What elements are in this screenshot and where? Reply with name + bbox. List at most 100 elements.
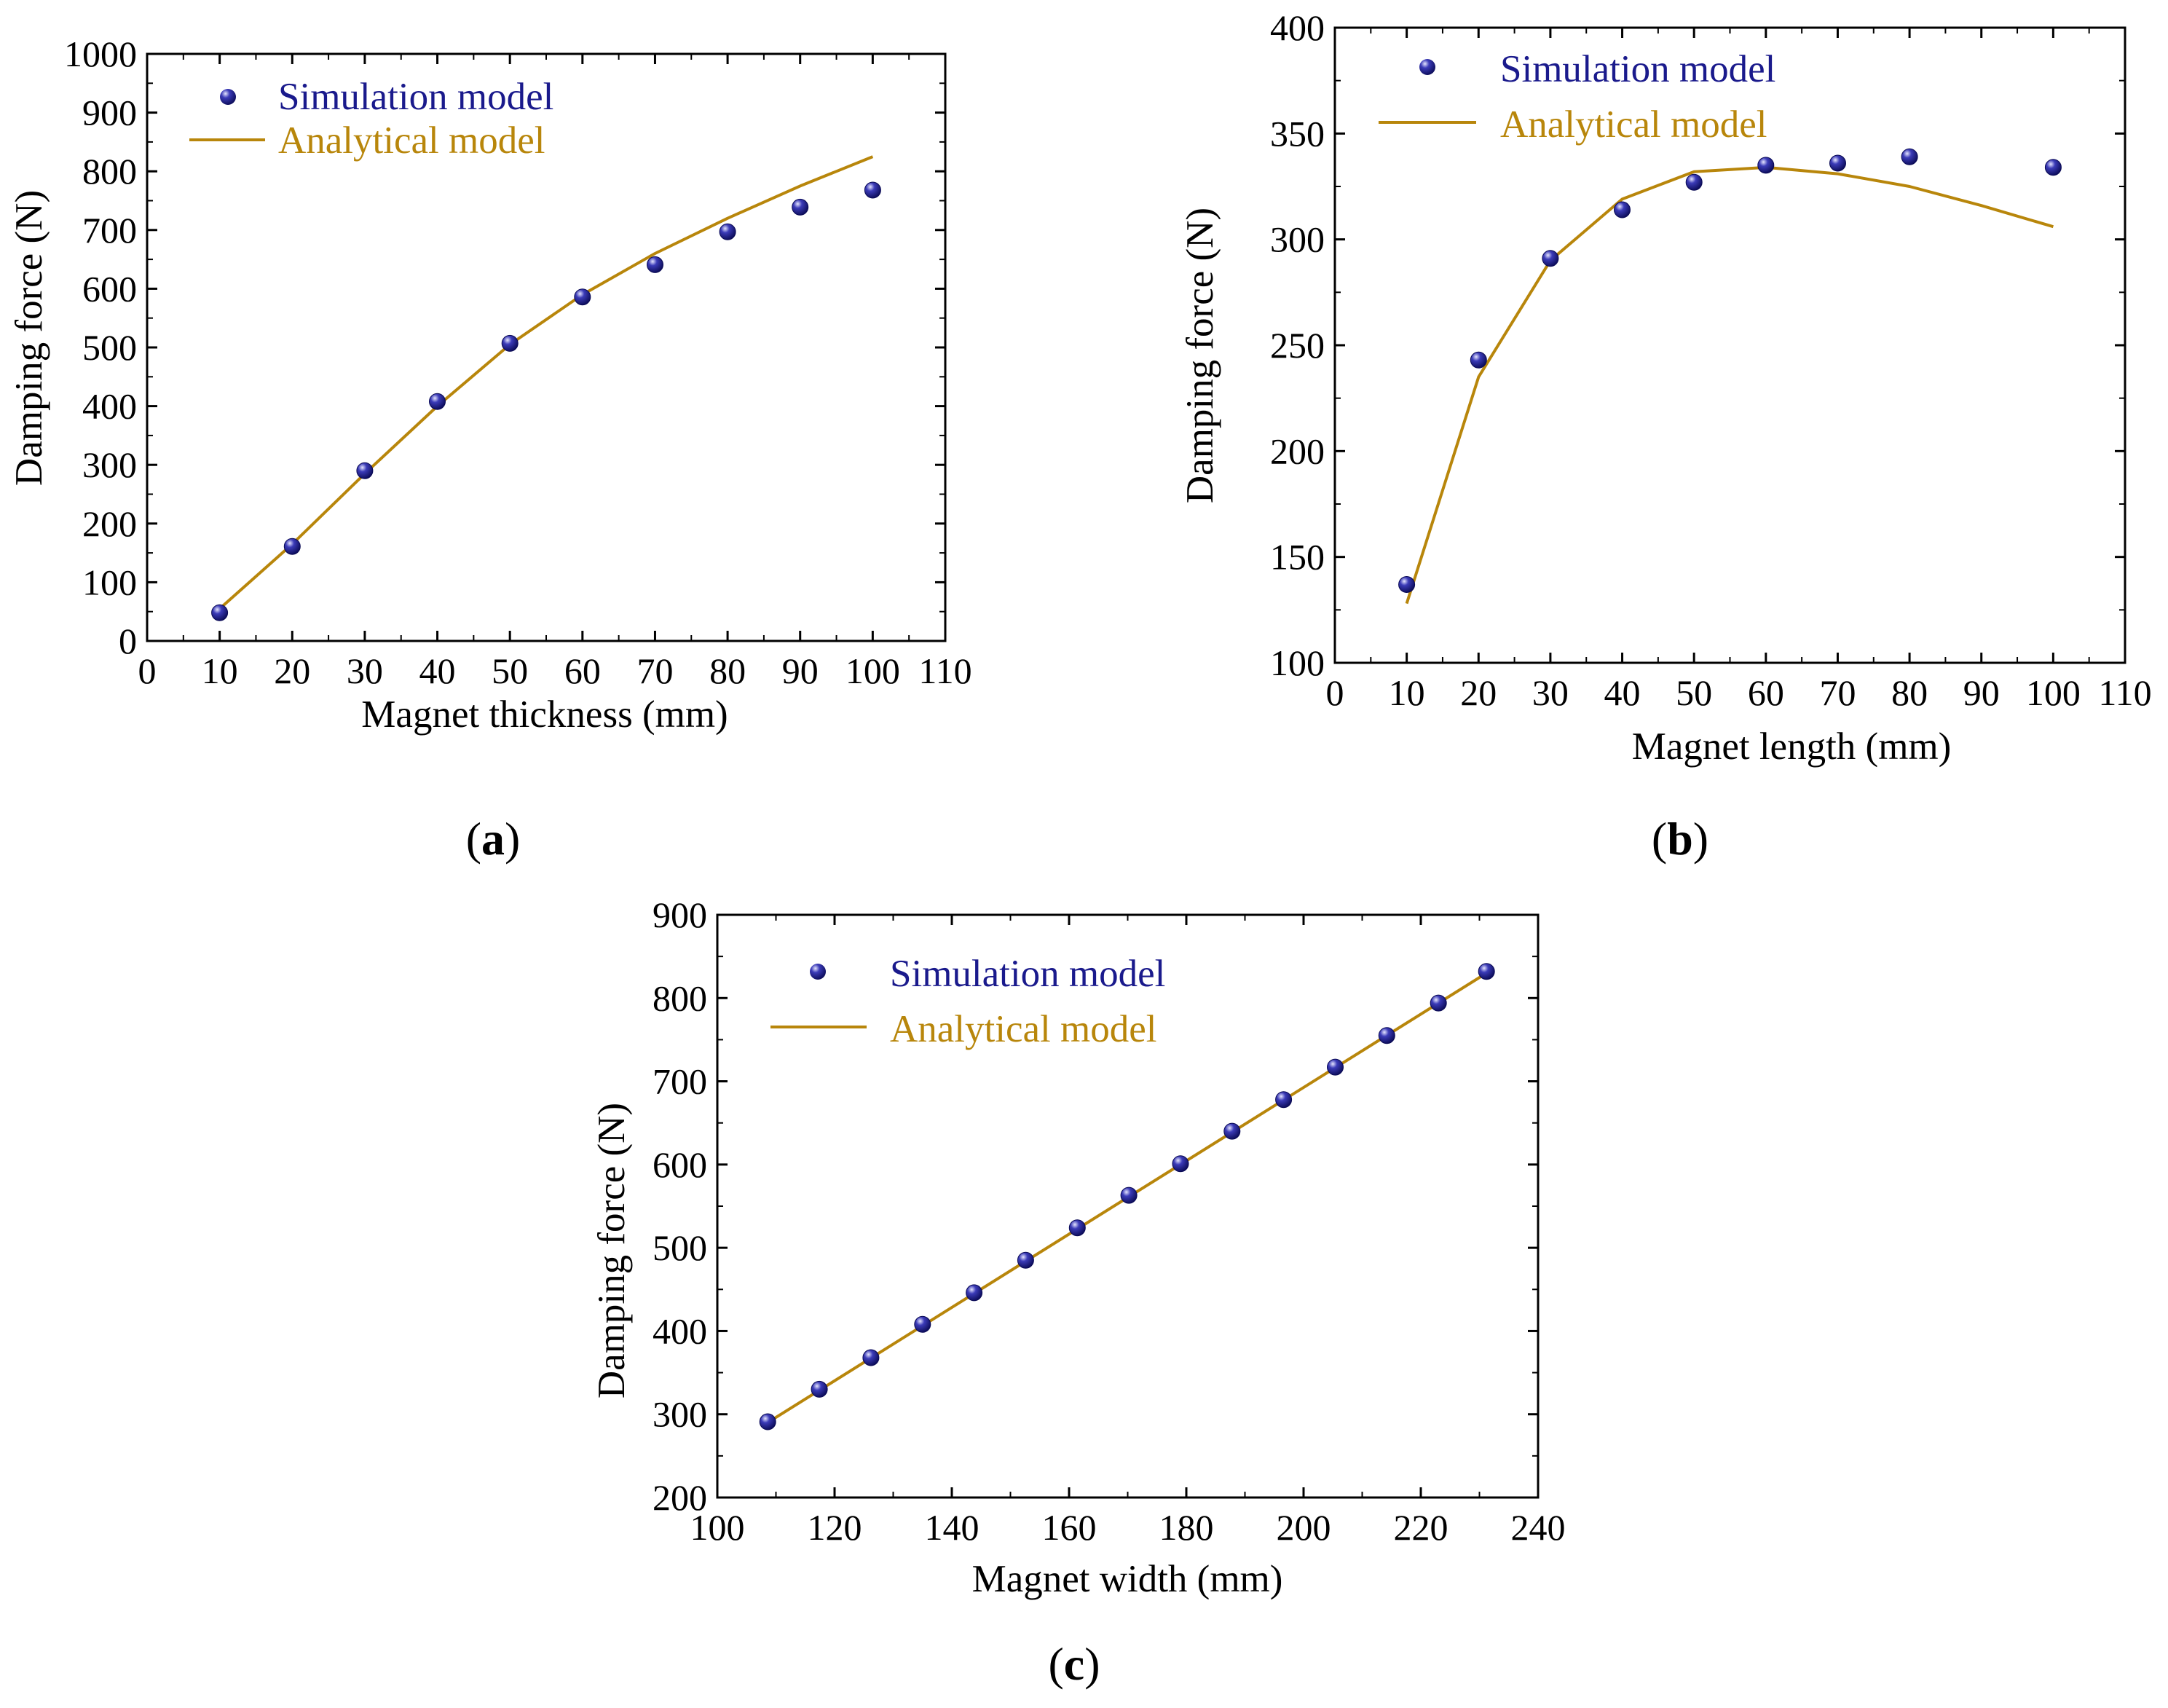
- y-tick-label: 800: [82, 151, 137, 192]
- x-tick-label: 120: [808, 1507, 862, 1548]
- simulation-point: [1542, 250, 1559, 267]
- simulation-point: [356, 462, 374, 479]
- simulation-point: [1685, 173, 1703, 191]
- legend-simulation-label: Simulation model: [890, 953, 1165, 995]
- simulation-point: [2044, 159, 2062, 176]
- simulation-point: [1614, 201, 1631, 219]
- x-tick-label: 50: [492, 650, 528, 691]
- x-axis-title: Magnet thickness (mm): [361, 693, 728, 736]
- x-tick-label: 90: [782, 650, 819, 691]
- y-tick-label: 700: [82, 210, 137, 251]
- panel-label-a: (a): [466, 813, 521, 865]
- x-tick-label: 50: [1676, 672, 1712, 713]
- panel-c-series: [759, 963, 1495, 1430]
- simulation-point: [1068, 1219, 1086, 1237]
- x-tick-label: 30: [1532, 672, 1569, 713]
- y-tick-label: 100: [82, 562, 137, 602]
- x-tick-label: 70: [636, 650, 673, 691]
- panel-c-axes: 100 120 140 160 180 200 220 240 200 300 400 500 600 7…: [653, 894, 1566, 1548]
- x-tick-label: 180: [1159, 1507, 1214, 1548]
- panel-c: 100 120 140 160 180 200 220 240 200 300 400 500 600 7…: [591, 894, 1566, 1690]
- simulation-point: [759, 1413, 776, 1430]
- x-tick-label: 90: [1963, 672, 2000, 713]
- panel-label-c-letter: c: [1064, 1638, 1084, 1690]
- panel-label-b-letter: b: [1667, 813, 1693, 865]
- simulation-point: [862, 1349, 880, 1366]
- simulation-point: [1398, 576, 1416, 593]
- y-tick-label: 350: [1270, 113, 1325, 154]
- plot-frame: [146, 52, 947, 642]
- x-tick-label: 200: [1277, 1507, 1331, 1548]
- simulation-point: [811, 1380, 828, 1398]
- x-tick-label: 110: [918, 650, 971, 691]
- simulation-point: [283, 538, 301, 555]
- x-tick-label: 100: [2026, 672, 2081, 713]
- simulation-point: [1223, 1122, 1241, 1140]
- y-tick-label: 150: [1270, 537, 1325, 578]
- x-tick-label: 140: [925, 1507, 979, 1548]
- simulation-point: [1478, 963, 1495, 980]
- y-tick-label: 200: [82, 503, 137, 544]
- x-tick-label: 10: [1389, 672, 1425, 713]
- x-tick-label: 80: [709, 650, 746, 691]
- simulation-point: [792, 198, 809, 216]
- legend-analytical-label: Analytical model: [278, 119, 545, 162]
- simulation-point: [211, 604, 229, 621]
- x-tick-label: 20: [1460, 672, 1497, 713]
- x-tick-label: 240: [1511, 1507, 1566, 1548]
- legend-simulation-label: Simulation model: [1500, 48, 1775, 90]
- simulation-point: [719, 223, 736, 240]
- x-tick-label: 10: [202, 650, 238, 691]
- y-tick-label: 600: [82, 268, 137, 309]
- y-tick-label: 900: [653, 894, 707, 935]
- simulation-point: [647, 256, 663, 273]
- simulation-point: [1757, 157, 1775, 174]
- panel-b-legend: Simulation model Analytical model: [1379, 48, 1775, 146]
- x-tick-label: 60: [1748, 672, 1784, 713]
- y-tick-label: 250: [1270, 325, 1325, 366]
- simulation-point: [1378, 1027, 1395, 1044]
- y-axis-title: Damping force (N): [1179, 208, 1221, 503]
- analytical-line: [218, 155, 874, 610]
- simulation-point: [966, 1284, 983, 1302]
- x-tick-label: 70: [1819, 672, 1856, 713]
- simulation-point: [1901, 148, 1918, 165]
- x-tick-label: 0: [1326, 672, 1344, 713]
- simulation-point: [574, 288, 591, 306]
- panel-b: 0 10 20 30 40 50 60 70 80 90 100 110 100 150 200 250 300…: [1179, 7, 2152, 865]
- y-axis-title: Damping force (N): [8, 190, 50, 486]
- simulation-point: [1120, 1186, 1138, 1204]
- analytical-line: [1405, 165, 2054, 605]
- y-tick-label: 400: [82, 386, 137, 427]
- panel-a: 0 10 20 30 40 50 60 70 80 90 100 110 0 100 200 300 400 50…: [8, 34, 972, 865]
- y-tick-label: 300: [82, 444, 137, 485]
- y-tick-label: 200: [653, 1477, 707, 1518]
- y-tick-label: 600: [653, 1144, 707, 1185]
- simulation-point: [914, 1315, 931, 1333]
- panel-c-legend: Simulation model Analytical model: [770, 953, 1165, 1050]
- legend-simulation-label: Simulation model: [278, 76, 553, 118]
- x-tick-label: 60: [564, 650, 601, 691]
- panel-b-axes: 0 10 20 30 40 50 60 70 80 90 100 110 100 150 200 250 300…: [1270, 7, 2152, 713]
- simulation-point: [1275, 1091, 1293, 1109]
- x-tick-label: 40: [419, 650, 456, 691]
- legend-analytical-label: Analytical model: [890, 1008, 1156, 1050]
- panel-a-series: [211, 155, 881, 621]
- simulation-point: [1017, 1251, 1034, 1269]
- y-tick-label: 200: [1270, 430, 1325, 471]
- legend-simulation-marker: [810, 964, 826, 980]
- x-tick-label: 30: [347, 650, 383, 691]
- simulation-point: [429, 393, 446, 410]
- x-tick-label: 20: [274, 650, 310, 691]
- simulation-point: [864, 181, 881, 199]
- panel-a-axes: 0 10 20 30 40 50 60 70 80 90 100 110 0 100 200 300 400 50…: [64, 34, 972, 691]
- y-axis-title: Damping force (N): [591, 1103, 633, 1398]
- simulation-point: [1470, 351, 1487, 369]
- legend-simulation-marker: [1419, 59, 1435, 75]
- panel-a-legend: Simulation model Analytical model: [189, 76, 553, 162]
- panel-label-c: (c): [1048, 1638, 1100, 1690]
- y-tick-label: 1000: [64, 34, 137, 74]
- simulation-point: [1430, 994, 1447, 1012]
- x-tick-label: 40: [1604, 672, 1641, 713]
